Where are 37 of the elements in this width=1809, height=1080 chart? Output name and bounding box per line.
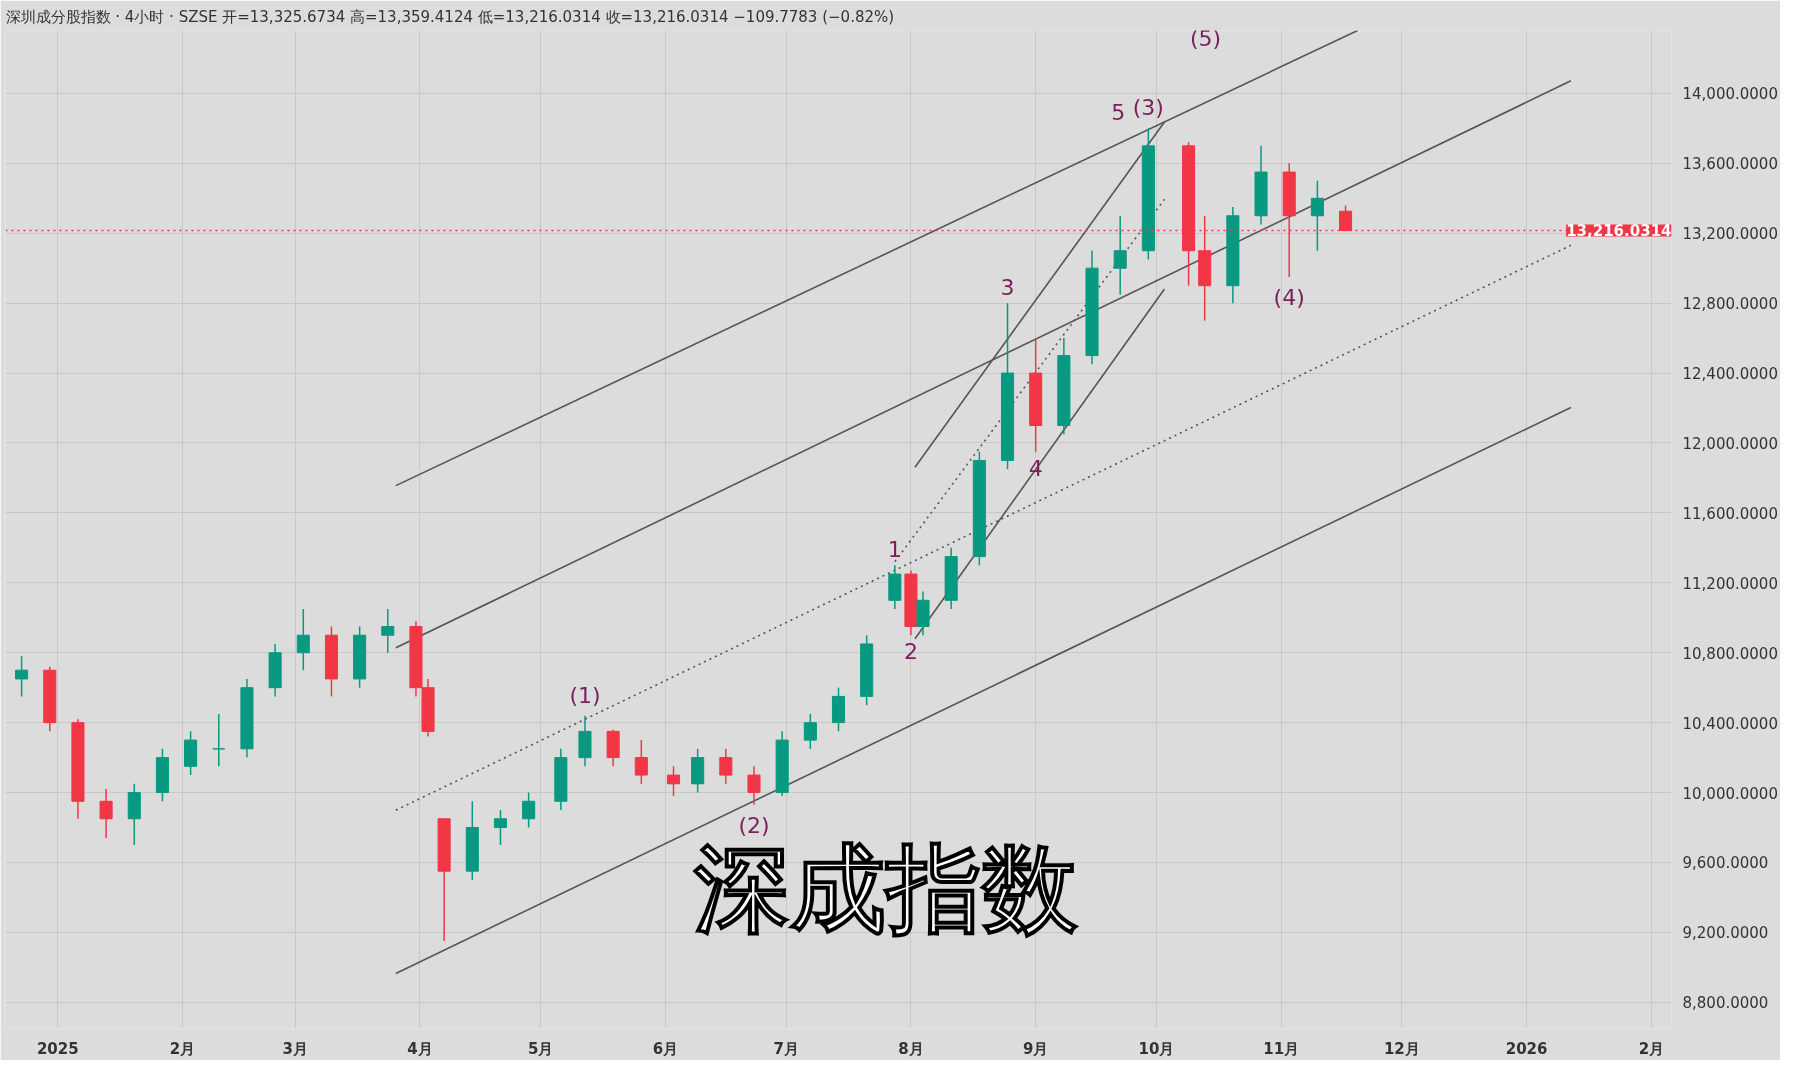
- y-tick-label: 12,400.0000: [1682, 365, 1778, 384]
- annotation: (4): [1273, 284, 1305, 310]
- y-tick-label: 11,600.0000: [1682, 504, 1778, 523]
- y-tick-label: 14,000.0000: [1682, 85, 1778, 104]
- ref-line-label: 13,216.0314: [1566, 222, 1672, 241]
- x-tick-label: 2025: [36, 1039, 79, 1058]
- x-tick-label: 3月: [282, 1039, 308, 1058]
- y-tick-label: 12,000.0000: [1682, 434, 1778, 453]
- x-tick-label: 11月: [1263, 1039, 1300, 1058]
- annotation: 5: [1111, 100, 1126, 126]
- y-tick-label: 12,800.0000: [1682, 295, 1778, 314]
- y-tick-label: 13,200.0000: [1682, 225, 1778, 244]
- x-tick-label: 10月: [1138, 1039, 1175, 1058]
- y-tick-label: 9,600.0000: [1682, 854, 1769, 873]
- chart-title: 深圳成分股指数 · 4小时 · SZSE 开=13,325.6734 高=13,359.4124 低=13,216.0314 收=13,216.0314 −109.7783 (−0.82%): [5, 7, 895, 26]
- y-tick-label: 13,600.0000: [1682, 155, 1778, 174]
- x-tick-label: 12月: [1383, 1039, 1420, 1058]
- x-tick-label: 9月: [1022, 1039, 1049, 1058]
- x-tick-label: 2月: [1638, 1039, 1665, 1058]
- x-tick-label: 7月: [773, 1039, 799, 1058]
- y-tick-label: 10,400.0000: [1682, 714, 1778, 733]
- y-tick-label: 10,800.0000: [1682, 644, 1778, 663]
- annotation: 2: [903, 639, 918, 665]
- annotation: 1: [887, 537, 902, 563]
- y-tick-label: 8,800.0000: [1682, 994, 1769, 1013]
- x-tick-label: 2026: [1505, 1039, 1548, 1058]
- y-tick-label: 11,200.0000: [1682, 574, 1778, 593]
- x-tick-label: 5月: [527, 1039, 554, 1058]
- x-tick-label: 2月: [169, 1039, 196, 1058]
- x-tick-label: 4月: [407, 1039, 433, 1058]
- annotation: (1): [569, 682, 601, 708]
- annotation: (3): [1132, 95, 1164, 121]
- y-tick-label: 9,200.0000: [1682, 924, 1769, 943]
- x-tick-label: 6月: [652, 1039, 679, 1058]
- x-tick-label: 8月: [898, 1039, 924, 1058]
- y-tick-label: 10,000.0000: [1682, 784, 1778, 803]
- annotation: 3: [1000, 275, 1015, 301]
